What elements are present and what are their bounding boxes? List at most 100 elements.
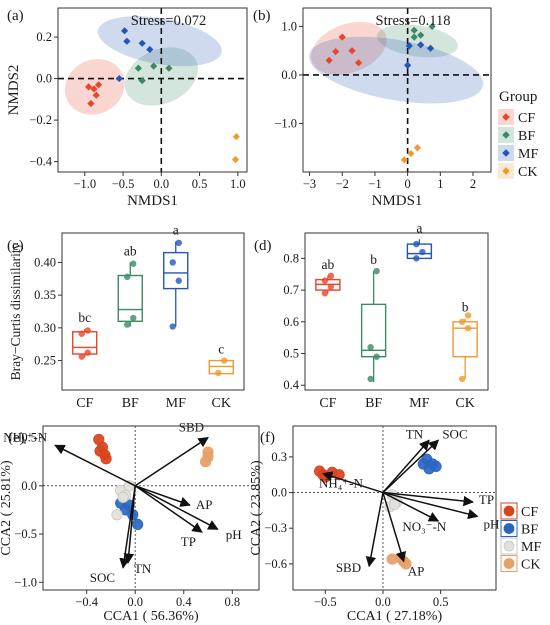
y-axis-label: CCA2 ( 23.85%) — [249, 460, 264, 556]
point-bf — [428, 22, 436, 31]
box-mf: a — [406, 220, 433, 262]
point-mf — [417, 41, 425, 49]
x-tick-label: −1 — [368, 177, 381, 191]
x-category-label: BF — [365, 396, 382, 411]
panel-label: (d) — [254, 238, 272, 254]
y-tick-label: 0.0 — [36, 72, 52, 86]
significance-letter: bc — [78, 310, 91, 325]
box-point — [464, 324, 472, 332]
x-tick-label: 0.8 — [224, 595, 240, 609]
env-vector-label: TP — [181, 534, 196, 549]
sample-point-ck — [202, 446, 214, 458]
box-bf: ab — [117, 243, 143, 328]
box-point — [169, 323, 176, 330]
y-tick-label: 0.5 — [21, 431, 37, 445]
panel-label: (c) — [7, 238, 24, 254]
env-vector-arrow — [382, 439, 440, 494]
significance-letter: a — [173, 223, 179, 238]
env-vector-label: AP — [196, 497, 213, 512]
group-legend: Group CF BF MF CK — [498, 89, 538, 180]
x-tick-label: −3 — [303, 177, 316, 191]
ellipse-bf — [376, 24, 458, 58]
legend-marker — [502, 113, 510, 121]
x-tick-label: −2 — [336, 177, 349, 191]
point-bf — [134, 64, 142, 72]
x-tick-label: 0.0 — [127, 595, 143, 609]
box-body — [117, 274, 143, 323]
env-vector-label: NH₄⁺-N — [319, 476, 363, 491]
y-tick-label: 0.30 — [34, 321, 56, 335]
x-tick-label: −0.5 — [314, 595, 337, 609]
point-bf — [417, 31, 425, 39]
box-panel-c: bc CF ab BF a MF c CK 0.25 0.30 0.35 0.40 Bray−Curti… — [8, 223, 245, 411]
point-mf — [120, 27, 129, 35]
point-cf — [85, 83, 93, 91]
x-axis-label: CCA1 ( 27.18%) — [347, 609, 443, 624]
y-tick-label: −1.0 — [14, 575, 37, 589]
box-point — [84, 327, 91, 334]
significance-letter: a — [416, 220, 422, 235]
x-tick-label: 0.5 — [433, 595, 449, 609]
point-mf — [115, 74, 123, 83]
env-vector-label: pH — [484, 516, 500, 531]
y-tick-label: 0.4 — [283, 378, 299, 392]
cca-panel-e: NH₄⁺-N SBD AP TP pH SOC TN −0.4 0.0 0.4 0.8 −1.0 −0.… — [0, 420, 260, 624]
y-axis-label: Bray−Curtis dissimilarity — [8, 242, 23, 380]
stress-annotation: Stress=0.072 — [131, 13, 206, 29]
x-tick-label: −1.0 — [73, 177, 96, 191]
box-point — [221, 357, 228, 364]
point-ck — [232, 133, 240, 141]
box-bf: b — [360, 252, 387, 383]
box-point — [130, 260, 137, 267]
legend-label: CK — [521, 558, 540, 573]
box-point — [458, 318, 466, 326]
env-vector-label: SBD — [179, 420, 204, 435]
legend-label: MF — [521, 540, 541, 555]
legend-label: BF — [521, 523, 538, 538]
legend-label: BF — [518, 129, 535, 144]
y-axis-label: CCA2 ( 25.81%) — [0, 460, 14, 556]
point-bf — [410, 33, 418, 41]
x-category-label: CF — [76, 396, 93, 411]
y-tick-label: 0.35 — [34, 288, 56, 302]
x-tick-label: 1.0 — [230, 177, 246, 191]
env-vector-label: TN — [134, 561, 152, 576]
box-mf: a — [163, 223, 189, 330]
x-tick-label: 2 — [470, 177, 476, 191]
point-cf — [338, 33, 346, 41]
x-category-label: CF — [319, 396, 336, 411]
x-tick-label: −0.5 — [112, 177, 135, 191]
x-tick-label: 0.0 — [153, 177, 169, 191]
point-mf — [123, 37, 131, 45]
env-vector-label: pH — [226, 527, 242, 542]
box-point — [175, 239, 182, 247]
point-ck — [407, 149, 415, 158]
box-panel-d: ab CF b BF a MF b CK 0.4 0.5 0.6 0.7 0.8 — [283, 220, 489, 411]
y-tick-label: 0.6 — [283, 315, 299, 329]
panel-label: (a) — [7, 8, 24, 24]
x-tick-label: 0.5 — [192, 177, 208, 191]
point-bf — [165, 64, 173, 72]
box-cf: bc — [72, 310, 98, 360]
point-ck — [400, 156, 408, 164]
x-tick-label: 0 — [405, 177, 411, 191]
x-axis-label: CCA1 ( 56.36%) — [103, 609, 199, 624]
plot-frame — [57, 7, 248, 173]
point-cf — [92, 91, 100, 99]
sample-point-ck — [200, 456, 212, 468]
legend-label: CF — [521, 505, 538, 520]
box-body — [360, 303, 387, 358]
legend-label: CF — [518, 111, 535, 126]
env-vector-label: SOC — [90, 570, 115, 585]
env-vector-arrow — [134, 485, 191, 507]
y-tick-label: 1.0 — [281, 19, 297, 33]
y-tick-label: 0.3 — [271, 450, 287, 464]
box-point — [413, 240, 420, 248]
sample-point-bf — [132, 518, 144, 531]
y-tick-label: −1.0 — [274, 116, 297, 130]
legend-title: Group — [499, 89, 537, 105]
env-vector-arrow — [382, 439, 430, 494]
x-tick-label: 0.0 — [375, 595, 391, 609]
y-tick-label: 0.40 — [34, 255, 56, 269]
sample-point-mf — [117, 491, 129, 503]
